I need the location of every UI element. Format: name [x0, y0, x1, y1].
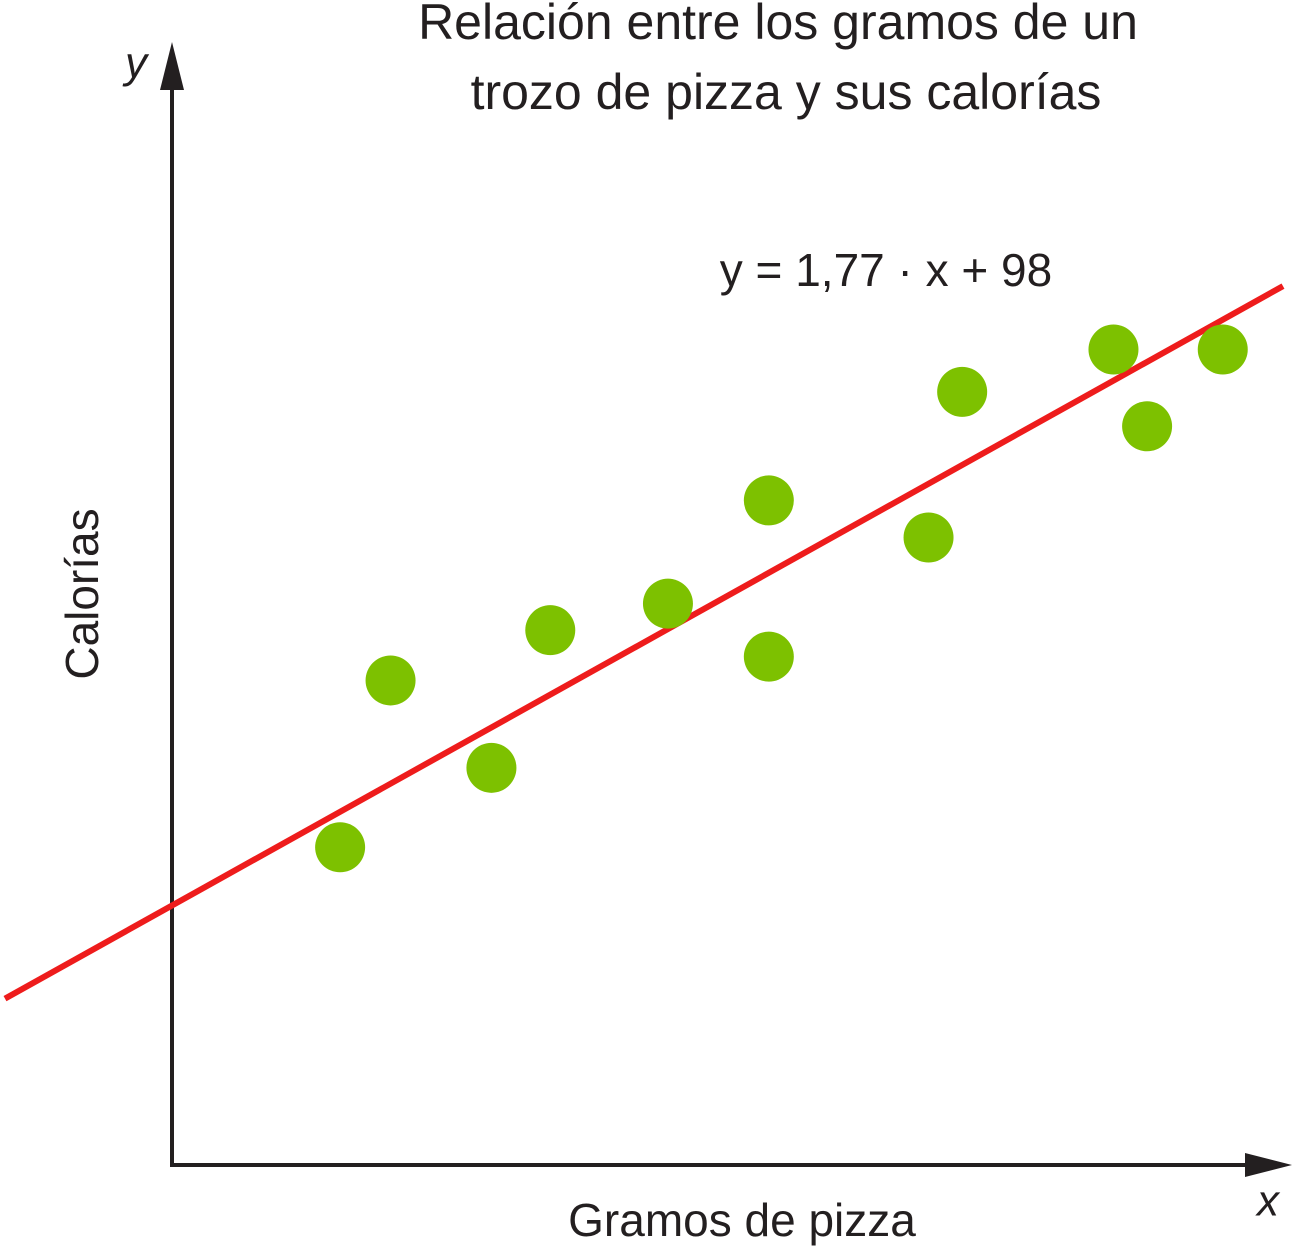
x-axis-symbol: x [1255, 1177, 1281, 1226]
data-point [525, 605, 576, 656]
x-axis-label: Gramos de pizza [568, 1194, 916, 1246]
trendline-equation: y = 1,77 · x + 98 [720, 244, 1052, 296]
data-point [743, 475, 794, 526]
data-point [642, 578, 693, 629]
data-point [1088, 324, 1139, 375]
data-point [466, 742, 517, 793]
x-axis-arrow [1245, 1153, 1292, 1177]
chart-title: trozo de pizza y sus calorías [471, 64, 1102, 120]
trendline [3, 283, 1285, 1002]
data-point [937, 366, 988, 417]
data-point [315, 822, 366, 873]
data-point [1197, 324, 1248, 375]
y-axis-arrow [160, 42, 184, 90]
data-point [903, 512, 954, 563]
data-point [365, 655, 416, 706]
data-point [743, 631, 794, 682]
data-point [1122, 401, 1173, 452]
y-axis-symbol: y [122, 39, 150, 88]
chart-title: Relación entre los gramos de un [418, 0, 1138, 50]
y-axis-label: Calorías [56, 508, 108, 679]
